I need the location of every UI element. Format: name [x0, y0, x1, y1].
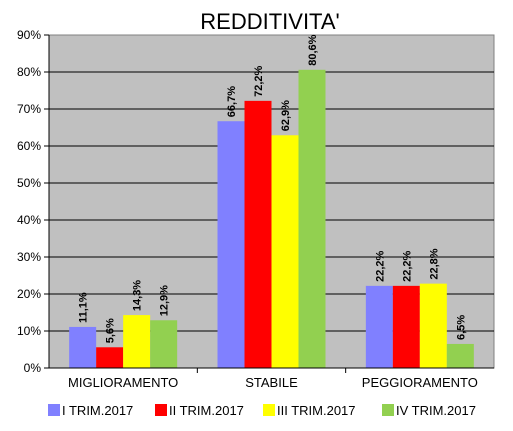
x-tick-label: MIGLIORAMENTO [68, 375, 178, 390]
data-label: 6,5% [455, 315, 467, 340]
x-tick-label: STABILE [245, 375, 298, 390]
bar [96, 347, 124, 368]
bar [123, 315, 151, 368]
legend-label: IV TRIM.2017 [396, 403, 476, 418]
y-tick-label: 90% [17, 28, 41, 42]
data-label: 5,6% [105, 318, 117, 343]
data-label: 12,9% [159, 285, 171, 316]
data-label: 80,6% [307, 34, 319, 65]
legend: I TRIM.2017 II TRIM.2017 III TRIM.2017 IV T… [48, 403, 476, 418]
bar [69, 326, 97, 368]
data-label: 22,2% [374, 250, 386, 281]
y-tick-label: 80% [17, 65, 41, 79]
bar [271, 135, 299, 368]
x-tick-label: PEGGIORAMENTO [362, 375, 478, 390]
data-label: 22,2% [401, 250, 413, 281]
y-tick-label: 40% [17, 213, 41, 227]
legend-swatch [155, 404, 167, 416]
chart-title: REDDITIVITA' [200, 9, 339, 34]
legend-swatch [382, 404, 394, 416]
bar [419, 283, 447, 368]
bars [69, 69, 474, 369]
legend-swatch [48, 404, 60, 416]
y-tick-label: 60% [17, 139, 41, 153]
legend-label: I TRIM.2017 [62, 403, 133, 418]
y-tick-label: 20% [17, 287, 41, 301]
bar [217, 121, 245, 369]
data-label: 62,9% [280, 100, 292, 131]
y-tick-label: 10% [17, 324, 41, 338]
y-tick-label: 50% [17, 176, 41, 190]
y-tick-label: 70% [17, 102, 41, 116]
data-label: 66,7% [226, 86, 238, 117]
bar [298, 69, 326, 368]
data-label: 14,3% [132, 280, 144, 311]
bar [446, 343, 474, 368]
bar [150, 320, 178, 368]
legend-label: III TRIM.2017 [277, 403, 356, 418]
bar [244, 100, 272, 369]
axes: 0% 10% 20% 30% 40% 50% 60% 70% 80% 90% MIGLIORAMEN… [17, 28, 494, 390]
legend-swatch [263, 404, 275, 416]
y-tick-label: 0% [24, 361, 42, 375]
data-labels: 11,1% 5,6% 14,3% 12,9% 66,7% 72,2% 62,9% 80,6% 2… [78, 34, 468, 343]
bar [392, 285, 420, 368]
data-label: 72,2% [253, 65, 265, 96]
legend-label: II TRIM.2017 [169, 403, 244, 418]
data-label: 11,1% [78, 292, 90, 323]
bar [365, 285, 393, 368]
data-label: 22,8% [428, 248, 440, 279]
y-tick-label: 30% [17, 250, 41, 264]
